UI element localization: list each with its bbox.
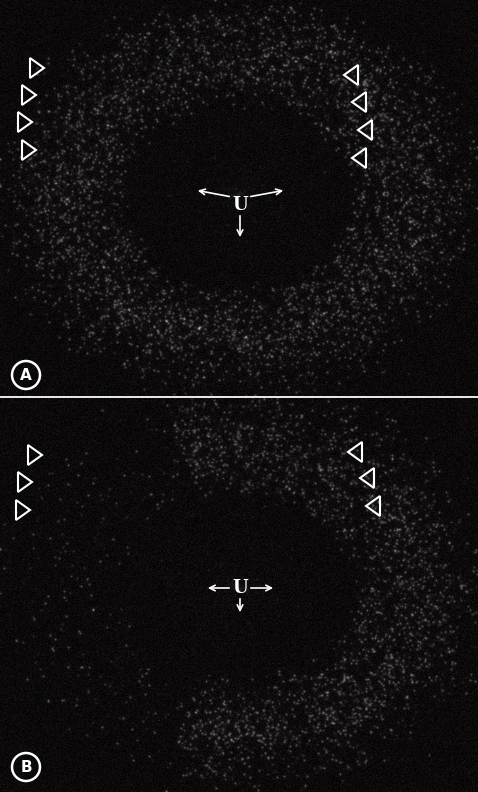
Text: B: B	[20, 760, 32, 775]
Text: U: U	[232, 579, 248, 597]
Text: U: U	[232, 196, 248, 214]
Text: A: A	[20, 367, 32, 383]
